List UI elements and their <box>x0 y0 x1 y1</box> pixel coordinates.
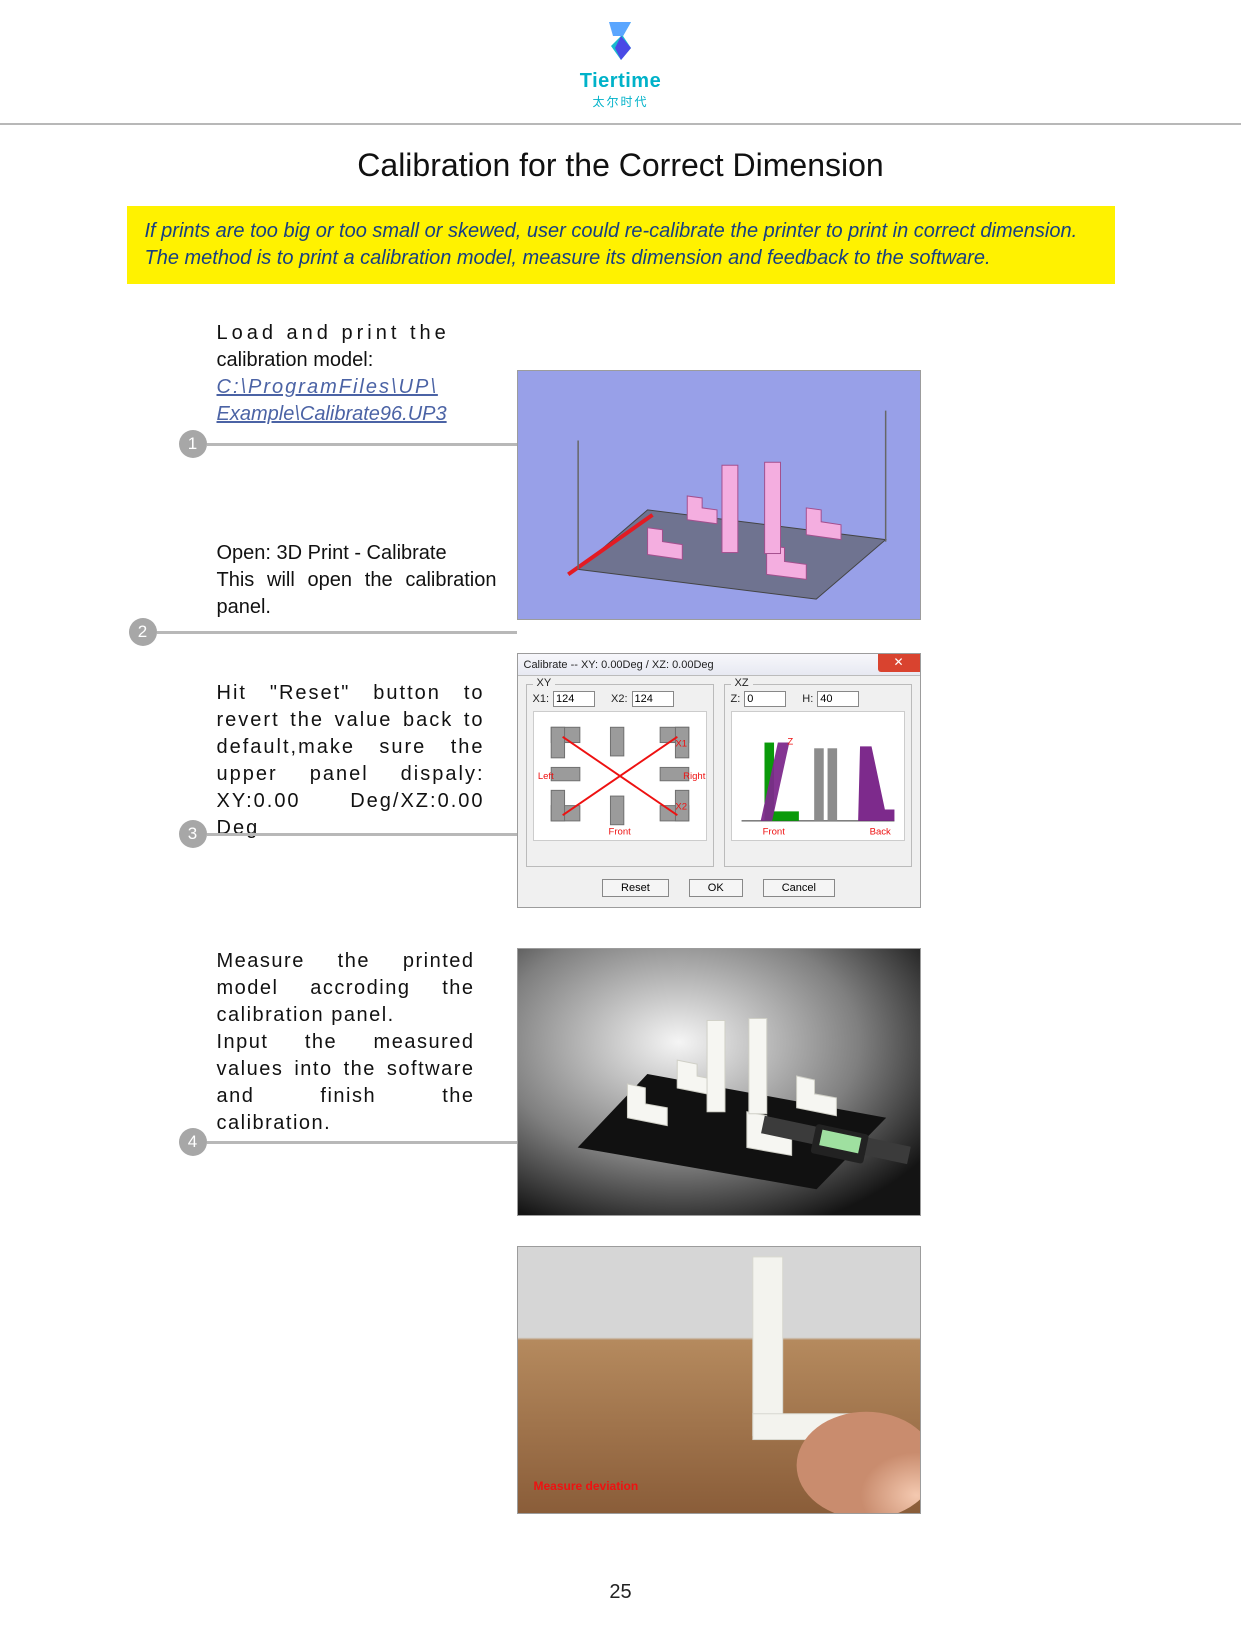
connector-line <box>207 1141 517 1144</box>
dialog-group-xz: XZ Z: H: <box>724 684 912 867</box>
page-header: Tiertime 太尔时代 <box>0 0 1241 123</box>
figure-measure-photo <box>517 948 921 1216</box>
connector-line <box>207 443 517 446</box>
ok-button[interactable]: OK <box>689 879 743 897</box>
dialog-close-button[interactable]: ✕ <box>878 654 920 672</box>
brand-logo: Tiertime 太尔时代 <box>580 18 661 110</box>
calibration-file-path-line1: C:\ProgramFiles\UP\ <box>217 374 467 401</box>
step-4-text: Measure the printed model accroding the … <box>217 948 475 1137</box>
connector-line <box>157 631 517 634</box>
field-label: X2: <box>611 693 628 705</box>
figure-calibration-model-render <box>517 370 921 620</box>
xz-diagram: Z Front Back <box>731 711 905 841</box>
reset-button[interactable]: Reset <box>602 879 669 897</box>
group-label: XY <box>533 677 556 689</box>
step-2-text: Open: 3D Print - Calibrate This will ope… <box>217 540 497 621</box>
svg-text:Front: Front <box>762 826 785 837</box>
svg-text:Z: Z <box>787 736 793 747</box>
diag-label: Right <box>683 771 706 782</box>
connector-line <box>207 833 517 836</box>
calibration-file-path-line2: Example\Calibrate96.UP3 <box>217 401 467 428</box>
diag-label: Left <box>537 771 553 782</box>
page-number: 25 <box>0 1581 1241 1604</box>
step-badge-3: 3 <box>179 820 207 848</box>
figure-deviation-photo: Measure deviation <box>517 1246 921 1514</box>
step-1-text: Load and print the calibration model: C:… <box>217 320 467 428</box>
input-z[interactable] <box>744 691 786 707</box>
field-label: X1: <box>533 693 550 705</box>
dialog-group-xy: XY X1: X2: <box>526 684 714 867</box>
brand-name-cn: 太尔时代 <box>580 93 661 110</box>
dialog-titlebar: Calibrate -- XY: 0.00Deg / XZ: 0.00Deg ✕ <box>518 654 920 676</box>
page-title: Calibration for the Correct Dimension <box>127 147 1115 184</box>
diag-label: Front <box>608 826 631 837</box>
input-x2[interactable] <box>632 691 674 707</box>
step-badge-2: 2 <box>129 618 157 646</box>
steps-area: Load and print the calibration model: C:… <box>127 320 1115 1570</box>
step-badge-1: 1 <box>179 430 207 458</box>
intro-callout: If prints are too big or too small or sk… <box>127 206 1115 284</box>
step-3-text: Hit "Reset" button to revert the value b… <box>217 680 485 842</box>
dialog-title: Calibrate -- XY: 0.00Deg / XZ: 0.00Deg <box>524 659 714 671</box>
diag-label: X2 <box>675 801 687 812</box>
field-label: Z: <box>731 693 741 705</box>
diag-label: X1 <box>675 738 687 749</box>
svg-text:Back: Back <box>869 826 890 837</box>
logo-mark-icon <box>603 18 637 62</box>
group-label: XZ <box>731 677 753 689</box>
brand-name-en: Tiertime <box>580 71 661 91</box>
cancel-button[interactable]: Cancel <box>763 879 835 897</box>
photo-annotation: Measure deviation <box>534 1479 639 1493</box>
input-h[interactable] <box>817 691 859 707</box>
input-x1[interactable] <box>553 691 595 707</box>
figure-calibrate-dialog: Calibrate -- XY: 0.00Deg / XZ: 0.00Deg ✕… <box>517 653 921 908</box>
xy-diagram: Left Right Front X1 X2 <box>533 711 707 841</box>
step-badge-4: 4 <box>179 1128 207 1156</box>
field-label: H: <box>802 693 813 705</box>
